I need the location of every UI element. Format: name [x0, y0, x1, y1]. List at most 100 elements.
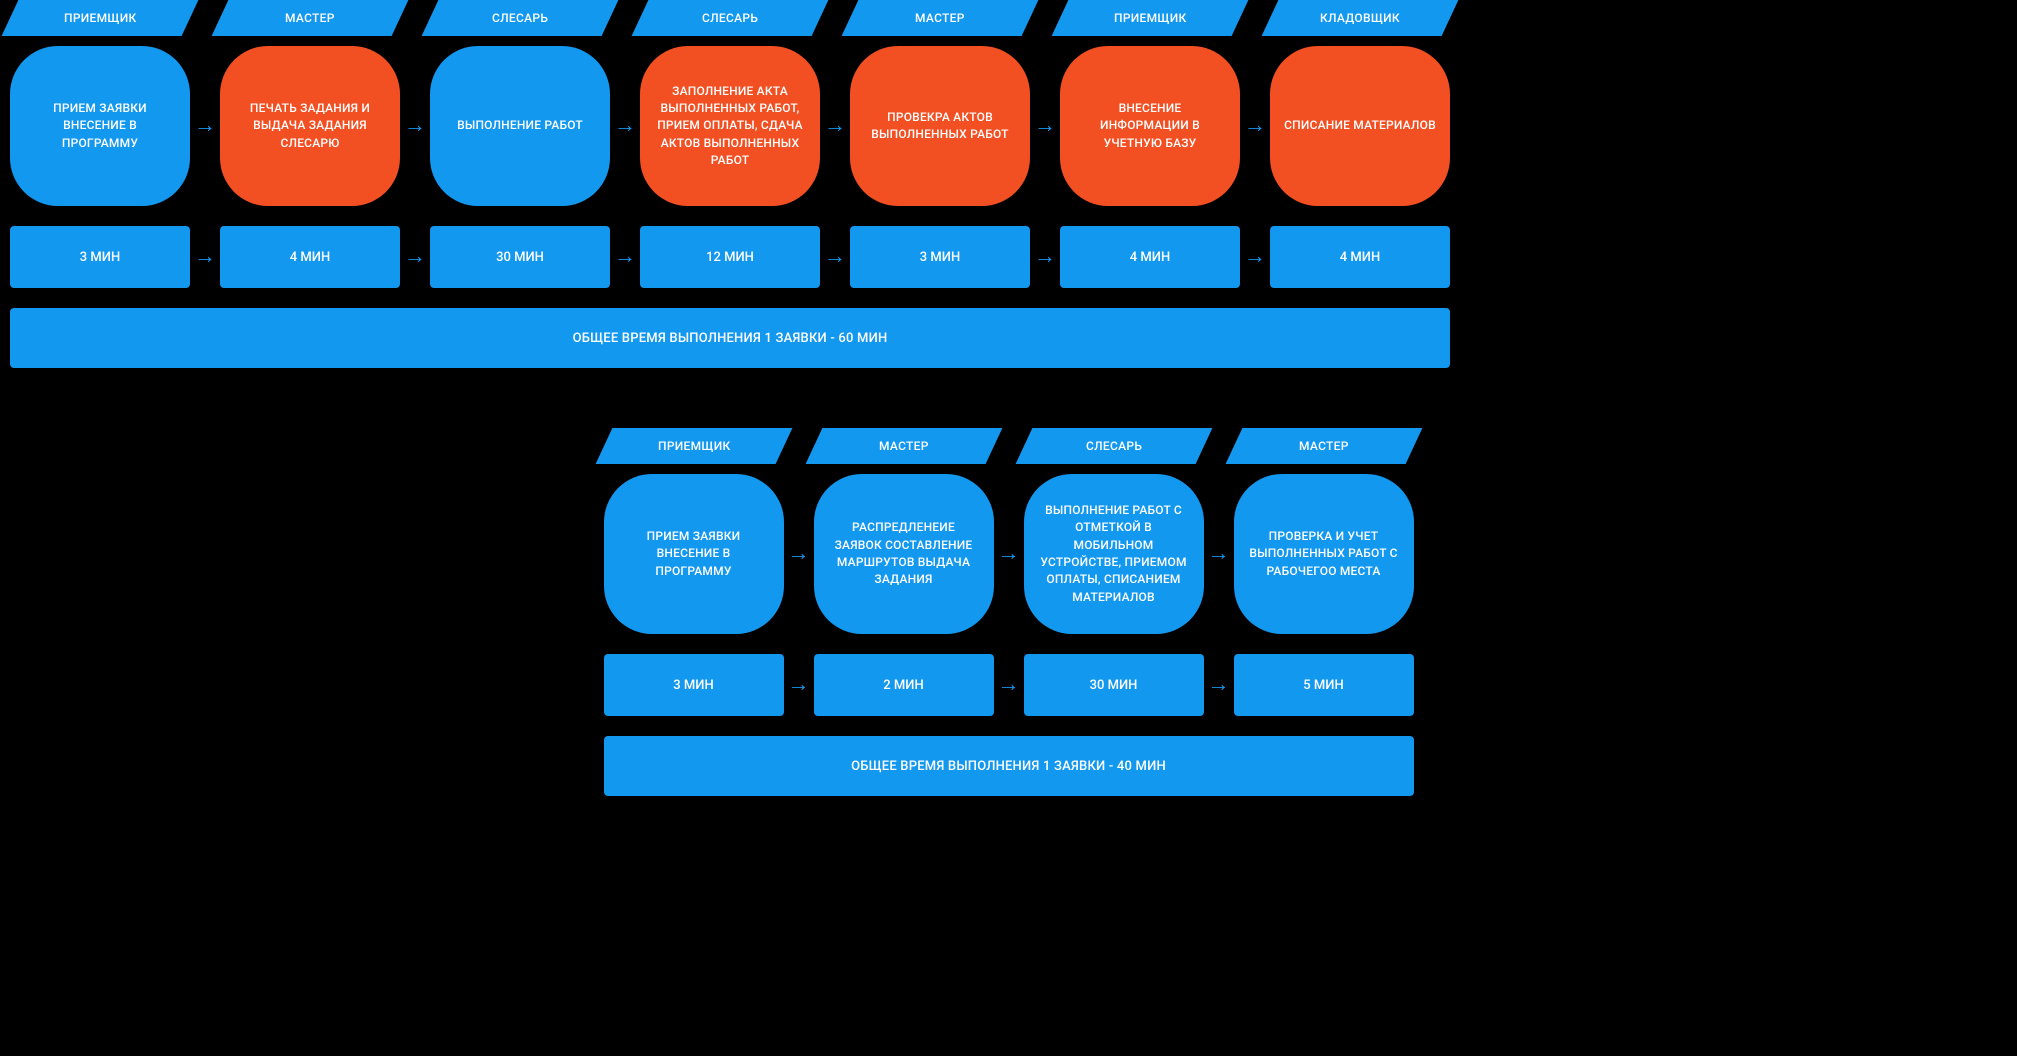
process-label: ПРОВЕРКА И УЧЕТ ВЫПОЛНЕННЫХ РАБОТ С РАБО… — [1248, 528, 1400, 580]
role-label: ПРИЕМЩИК — [1114, 11, 1187, 25]
role-tag: ПРИЕМЩИК — [2, 0, 199, 36]
flow-step: МАСТЕРПРОВЕРКА И УЧЕТ ВЫПОЛНЕННЫХ РАБОТ … — [1234, 428, 1414, 716]
flow-row: ПРИЕМЩИК ПРИЕМ ЗАЯВКИ ВНЕСЕНИЕ В ПРОГРАММ… — [10, 428, 2007, 716]
process-label: ВЫПОЛНЕНИЕ РАБОТ — [457, 117, 583, 134]
time-box: 12 МИН — [640, 226, 820, 288]
time-label: 4 МИН — [1340, 250, 1380, 265]
arrow-right-icon: → — [194, 246, 216, 268]
arrow-right-icon: → — [404, 246, 426, 268]
process-label: СПИСАНИЕ МАТЕРИАЛОВ — [1284, 117, 1436, 134]
flow-step: МАСТЕР ПЕЧАТЬ ЗАДАНИЯ И ВЫДАЧА ЗАДАНИЯ СЛ… — [220, 0, 400, 288]
process-box: ЗАПОЛНЕНИЕ АКТА ВЫПОЛНЕННЫХ РАБОТ, ПРИЕМ… — [640, 46, 820, 206]
process-box: СПИСАНИЕ МАТЕРИАЛОВ — [1270, 46, 1450, 206]
time-box: 4 МИН — [1060, 226, 1240, 288]
process-flow: ПРИЕМЩИК ПРИЕМ ЗАЯВКИ ВНЕСЕНИЕ В ПРОГРАММ… — [10, 0, 2007, 368]
time-label: 30 МИН — [1090, 678, 1138, 693]
process-box: ПРИЕМ ЗАЯВКИ ВНЕСЕНИЕ В ПРОГРАММУ — [604, 474, 784, 634]
arrow-right-icon: → — [614, 115, 636, 137]
arrow-column: →→ — [784, 428, 814, 716]
time-label: 5 МИН — [1303, 678, 1343, 693]
role-label: МАСТЕР — [879, 439, 929, 453]
arrow-column: →→ — [1030, 0, 1060, 288]
arrow-column: →→ — [994, 428, 1024, 716]
arrow-column: →→ — [1204, 428, 1234, 716]
role-tag: СЛЕСАРЬ — [632, 0, 829, 36]
role-label: СЛЕСАРЬ — [1085, 439, 1141, 453]
process-box: ПРИЕМ ЗАЯВКИ ВНЕСЕНИЕ В ПРОГРАММУ — [10, 46, 190, 206]
time-label: 12 МИН — [706, 250, 754, 265]
arrow-right-icon: → — [1208, 543, 1230, 565]
flow-step: ПРИЕМЩИК ПРИЕМ ЗАЯВКИ ВНЕСЕНИЕ В ПРОГРАММ… — [10, 0, 190, 288]
process-label: ПЕЧАТЬ ЗАДАНИЯ И ВЫДАЧА ЗАДАНИЯ СЛЕСАРЮ — [234, 100, 386, 152]
summary-row: ОБЩЕЕ ВРЕМЯ ВЫПОЛНЕНИЯ 1 ЗАЯВКИ - 60 МИН — [10, 288, 2007, 368]
summary-bar: ОБЩЕЕ ВРЕМЯ ВЫПОЛНЕНИЯ 1 ЗАЯВКИ - 60 МИН — [10, 308, 1450, 368]
time-box: 3 МИН — [850, 226, 1030, 288]
flow-step: МАСТЕР РАСПРЕДЛЕНЕИЕ ЗАЯВОК СОСТАВЛЕНИЕ М… — [814, 428, 994, 716]
flow-row: ПРИЕМЩИК ПРИЕМ ЗАЯВКИ ВНЕСЕНИЕ В ПРОГРАММ… — [10, 0, 2007, 288]
time-box: 3 МИН — [604, 654, 784, 716]
process-box: РАСПРЕДЛЕНЕИЕ ЗАЯВОК СОСТАВЛЕНИЕ МАРШРУТ… — [814, 474, 994, 634]
process-box: ВЫПОЛНЕНИЕ РАБОТ — [430, 46, 610, 206]
process-label: ПРИЕМ ЗАЯВКИ ВНЕСЕНИЕ В ПРОГРАММУ — [24, 100, 176, 152]
process-label: ПРОВЕКРА АКТОВ ВЫПОЛНЕННЫХ РАБОТ — [864, 109, 1016, 144]
time-label: 3 МИН — [920, 250, 960, 265]
time-box: 5 МИН — [1234, 654, 1414, 716]
process-box: ПЕЧАТЬ ЗАДАНИЯ И ВЫДАЧА ЗАДАНИЯ СЛЕСАРЮ — [220, 46, 400, 206]
arrow-column: →→ — [190, 0, 220, 288]
process-box: ПРОВЕКРА АКТОВ ВЫПОЛНЕННЫХ РАБОТ — [850, 46, 1030, 206]
process-label: РАСПРЕДЛЕНЕИЕ ЗАЯВОК СОСТАВЛЕНИЕ МАРШРУТ… — [828, 519, 980, 589]
summary-row: ОБЩЕЕ ВРЕМЯ ВЫПОЛНЕНИЯ 1 ЗАЯВКИ - 40 МИН — [10, 716, 2007, 796]
role-tag: МАСТЕР — [842, 0, 1039, 36]
role-label: МАСТЕР — [915, 11, 965, 25]
role-label: ПРИЕМЩИК — [64, 11, 137, 25]
arrow-right-icon: → — [404, 115, 426, 137]
process-box: ПРОВЕРКА И УЧЕТ ВЫПОЛНЕННЫХ РАБОТ С РАБО… — [1234, 474, 1414, 634]
time-label: 4 МИН — [290, 250, 330, 265]
time-box: 3 МИН — [10, 226, 190, 288]
process-label: ВЫПОЛНЕНИЕ РАБОТ С ОТМЕТКОЙ В МОБИЛЬНОМ … — [1038, 502, 1190, 606]
time-box: 4 МИН — [220, 226, 400, 288]
time-box: 2 МИН — [814, 654, 994, 716]
role-tag: СЛЕСАРЬ — [422, 0, 619, 36]
arrow-right-icon: → — [788, 674, 810, 696]
arrow-right-icon: → — [788, 543, 810, 565]
flow-step: СЛЕСАРЬ ВЫПОЛНЕНИЕ РАБОТ 30 МИН — [430, 0, 610, 288]
summary-bar: ОБЩЕЕ ВРЕМЯ ВЫПОЛНЕНИЯ 1 ЗАЯВКИ - 40 МИН — [604, 736, 1414, 796]
arrow-right-icon: → — [1034, 246, 1056, 268]
role-label: СЛЕСАРЬ — [492, 11, 548, 25]
arrow-right-icon: → — [998, 543, 1020, 565]
time-box: 4 МИН — [1270, 226, 1450, 288]
role-tag: СЛЕСАРЬ — [1015, 428, 1212, 464]
arrow-column: →→ — [610, 0, 640, 288]
flow-step: ПРИЕМЩИК ВНЕСЕНИЕ ИНФОРМАЦИИ В УЧЕТНУЮ БА… — [1060, 0, 1240, 288]
role-tag: МАСТЕР — [1225, 428, 1422, 464]
process-box: ВЫПОЛНЕНИЕ РАБОТ С ОТМЕТКОЙ В МОБИЛЬНОМ … — [1024, 474, 1204, 634]
summary-label: ОБЩЕЕ ВРЕМЯ ВЫПОЛНЕНИЯ 1 ЗАЯВКИ - 40 МИН — [851, 759, 1166, 774]
arrow-right-icon: → — [998, 674, 1020, 696]
role-tag: КЛАДОВЩИК — [1262, 0, 1459, 36]
arrow-right-icon: → — [614, 246, 636, 268]
arrow-right-icon: → — [194, 115, 216, 137]
flow-step: ПРИЕМЩИК ПРИЕМ ЗАЯВКИ ВНЕСЕНИЕ В ПРОГРАММ… — [604, 428, 784, 716]
role-label: ПРИЕМЩИК — [657, 439, 730, 453]
flow-step: МАСТЕР ПРОВЕКРА АКТОВ ВЫПОЛНЕННЫХ РАБОТ 3 … — [850, 0, 1030, 288]
role-label: МАСТЕР — [285, 11, 335, 25]
arrow-right-icon: → — [824, 115, 846, 137]
time-label: 2 МИН — [883, 678, 923, 693]
arrow-right-icon: → — [824, 246, 846, 268]
summary-label: ОБЩЕЕ ВРЕМЯ ВЫПОЛНЕНИЯ 1 ЗАЯВКИ - 60 МИН — [573, 331, 888, 346]
arrow-right-icon: → — [1244, 246, 1266, 268]
flow-step: СЛЕСАРЬ ВЫПОЛНЕНИЕ РАБОТ С ОТМЕТКОЙ В МОБ… — [1024, 428, 1204, 716]
time-label: 3 МИН — [80, 250, 120, 265]
role-label: СЛЕСАРЬ — [702, 11, 758, 25]
time-box: 30 МИН — [1024, 654, 1204, 716]
arrow-right-icon: → — [1208, 674, 1230, 696]
arrow-column: →→ — [820, 0, 850, 288]
time-label: 3 МИН — [673, 678, 713, 693]
time-label: 30 МИН — [496, 250, 544, 265]
flow-step: СЛЕСАРЬ ЗАПОЛНЕНИЕ АКТА ВЫПОЛНЕННЫХ РАБОТ… — [640, 0, 820, 288]
role-tag: ПРИЕМЩИК — [1052, 0, 1249, 36]
process-box: ВНЕСЕНИЕ ИНФОРМАЦИИ В УЧЕТНУЮ БАЗУ — [1060, 46, 1240, 206]
role-label: КЛАДОВЩИК — [1320, 11, 1400, 25]
arrow-column: →→ — [1240, 0, 1270, 288]
